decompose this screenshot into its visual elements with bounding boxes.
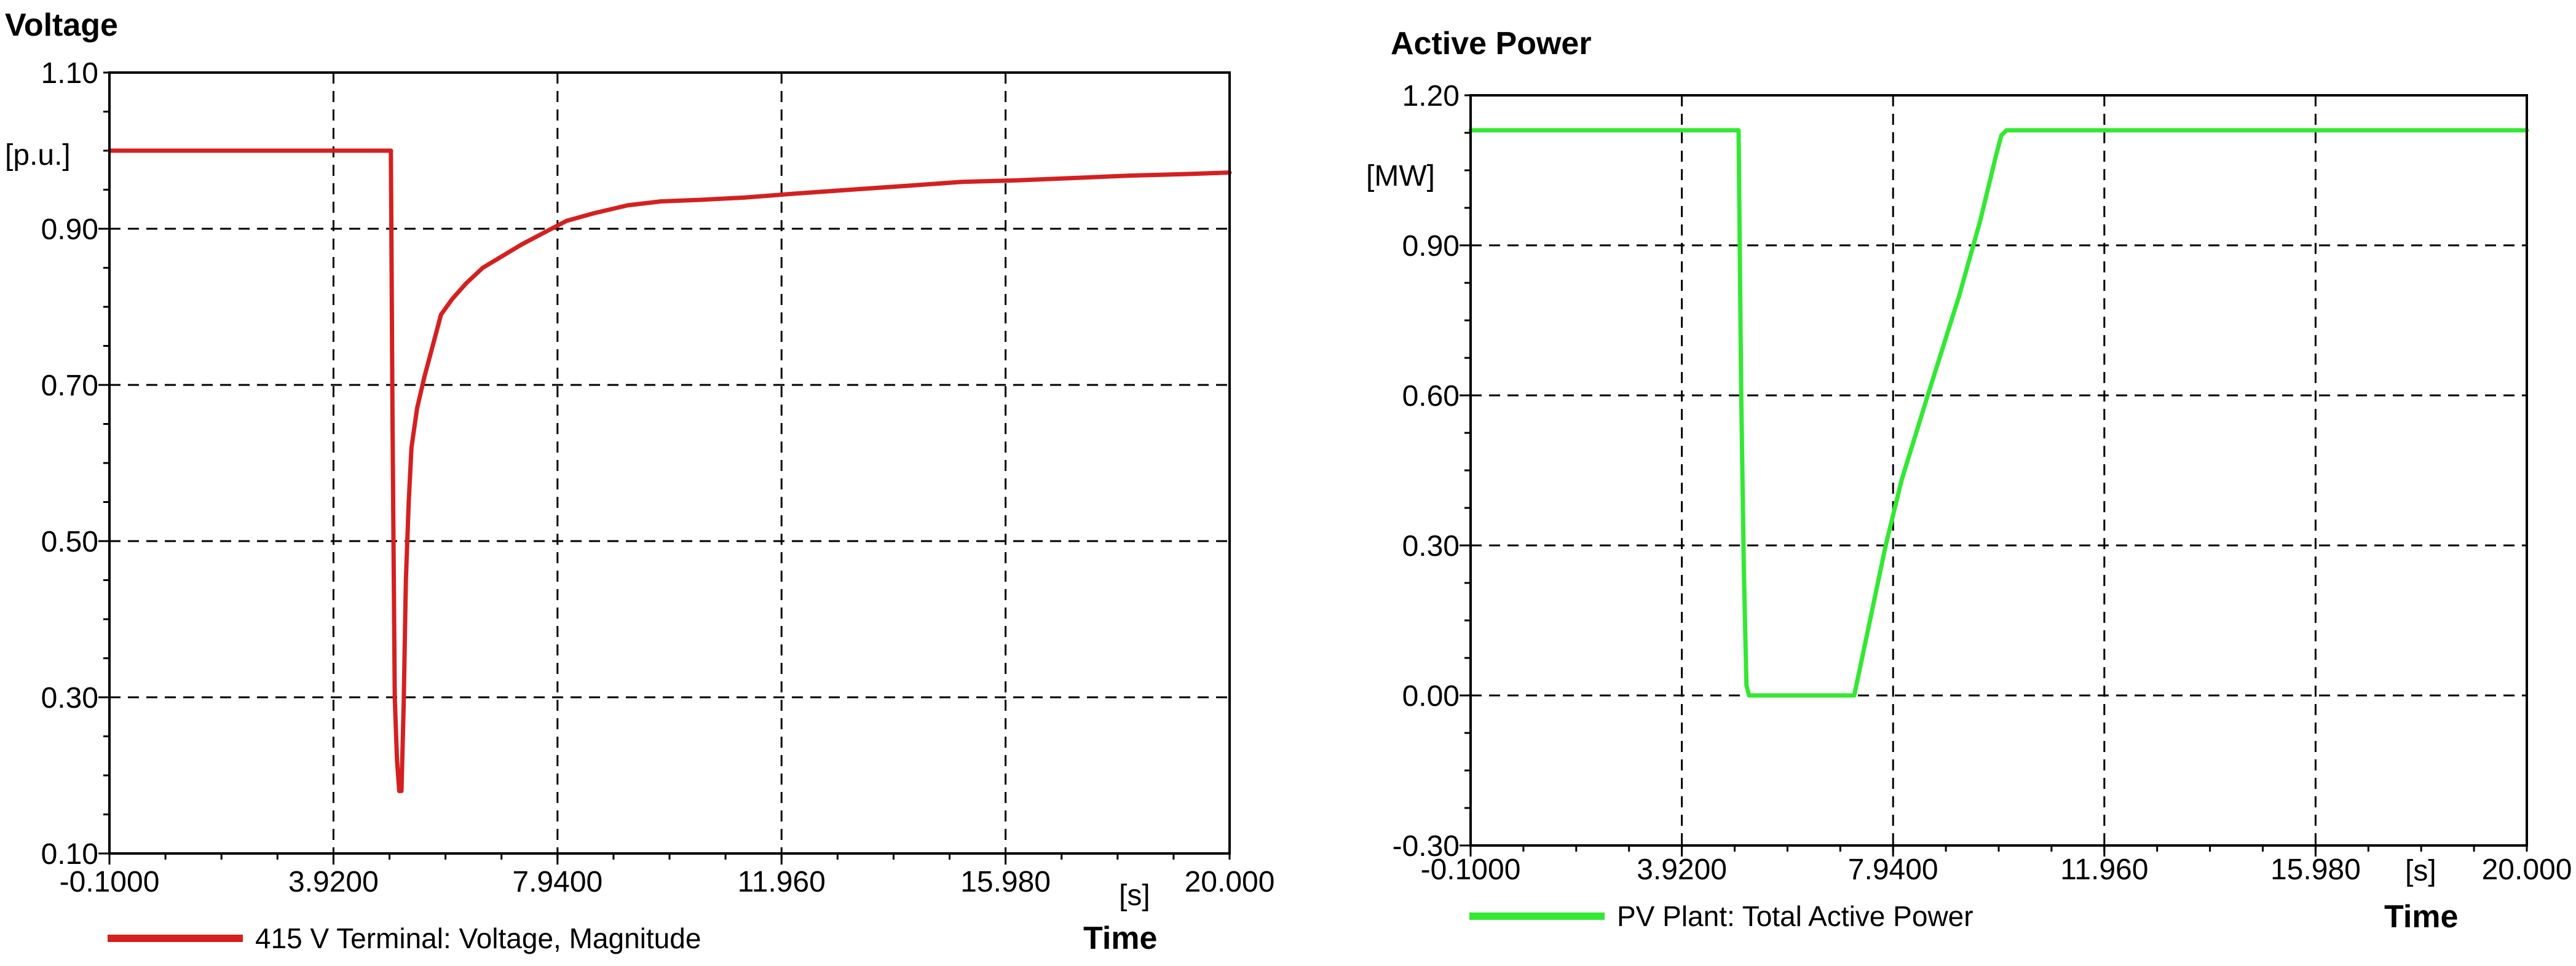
x-tick-labels: -0.1000 3.9200 7.9400 11.960 15.980 20.000 xyxy=(60,866,1275,898)
x-tick-label: 15.980 xyxy=(2270,853,2361,886)
chart-title: Active Power xyxy=(1391,26,1592,61)
y-tick-label: 0.50 xyxy=(41,526,98,558)
plot-frame xyxy=(1469,94,2528,847)
y-tick-label: 1.10 xyxy=(41,57,98,90)
y-tick-label: 0.10 xyxy=(41,838,98,871)
y-tick-label: 0.60 xyxy=(1402,380,1460,413)
y-tick-label: -0.30 xyxy=(1393,830,1460,863)
x-tick-labels: -0.1000 3.9200 7.9400 11.960 15.980 20.000 xyxy=(1421,853,2572,886)
x-tick-label: 20.000 xyxy=(2482,853,2572,886)
x-tick-label: -0.1000 xyxy=(1421,853,1521,886)
x-tick-label: 20.000 xyxy=(1185,866,1275,898)
y-tick-label: 0.70 xyxy=(41,370,98,402)
y-tick-label: 0.90 xyxy=(41,213,98,246)
legend: 415 V Terminal: Voltage, Magnitude xyxy=(108,922,701,954)
x-axis-title: Time xyxy=(2384,899,2458,935)
minor-ticks xyxy=(1460,94,2528,857)
x-axis-title: Time xyxy=(1083,920,1157,956)
grid xyxy=(109,73,1230,853)
series-line xyxy=(107,148,1232,793)
series-layer xyxy=(107,148,1232,793)
y-tick-label: 0.30 xyxy=(1402,530,1460,563)
legend: PV Plant: Total Active Power xyxy=(1469,900,1973,932)
active-power-chart: Active Power [MW] -0.30 0.00 0.30 0.60 0.90 1… xyxy=(1366,26,2572,935)
grid xyxy=(1471,95,2527,845)
legend-label: 415 V Terminal: Voltage, Magnitude xyxy=(255,922,701,954)
x-axis-unit: [s] xyxy=(1119,879,1150,912)
y-tick-label: 0.00 xyxy=(1402,680,1460,713)
series-line xyxy=(1468,128,2529,698)
y-tick-label: 0.30 xyxy=(41,682,98,715)
x-tick-label: 11.960 xyxy=(738,866,826,898)
y-tick-label: 1.20 xyxy=(1402,80,1460,113)
x-tick-label: 3.9200 xyxy=(288,866,379,898)
y-axis-unit: [p.u.] xyxy=(5,139,71,172)
x-tick-label: -0.1000 xyxy=(60,866,160,898)
y-tick-labels: -0.30 0.00 0.30 0.60 0.90 1.20 xyxy=(1393,80,1460,863)
y-tick-label: 0.90 xyxy=(1402,230,1460,263)
x-tick-label: 11.960 xyxy=(2060,853,2148,886)
x-tick-label: 7.9400 xyxy=(1848,853,1938,886)
x-tick-label: 3.9200 xyxy=(1637,853,1727,886)
chart-title: Voltage xyxy=(5,7,118,43)
x-axis-unit: [s] xyxy=(2405,855,2436,887)
plot-frame xyxy=(108,71,1231,855)
x-tick-label: 15.980 xyxy=(960,866,1051,898)
legend-label: PV Plant: Total Active Power xyxy=(1617,900,1973,932)
x-tick-label: 7.9400 xyxy=(512,866,603,898)
y-axis-unit: [MW] xyxy=(1366,160,1435,192)
minor-ticks xyxy=(98,71,1231,865)
y-tick-labels: 0.10 0.30 0.50 0.70 0.90 1.10 xyxy=(41,57,98,871)
voltage-chart: Voltage [p.u.] 0.100.300.500.700.901.10 … xyxy=(5,7,1274,956)
series-layer xyxy=(1468,128,2529,698)
